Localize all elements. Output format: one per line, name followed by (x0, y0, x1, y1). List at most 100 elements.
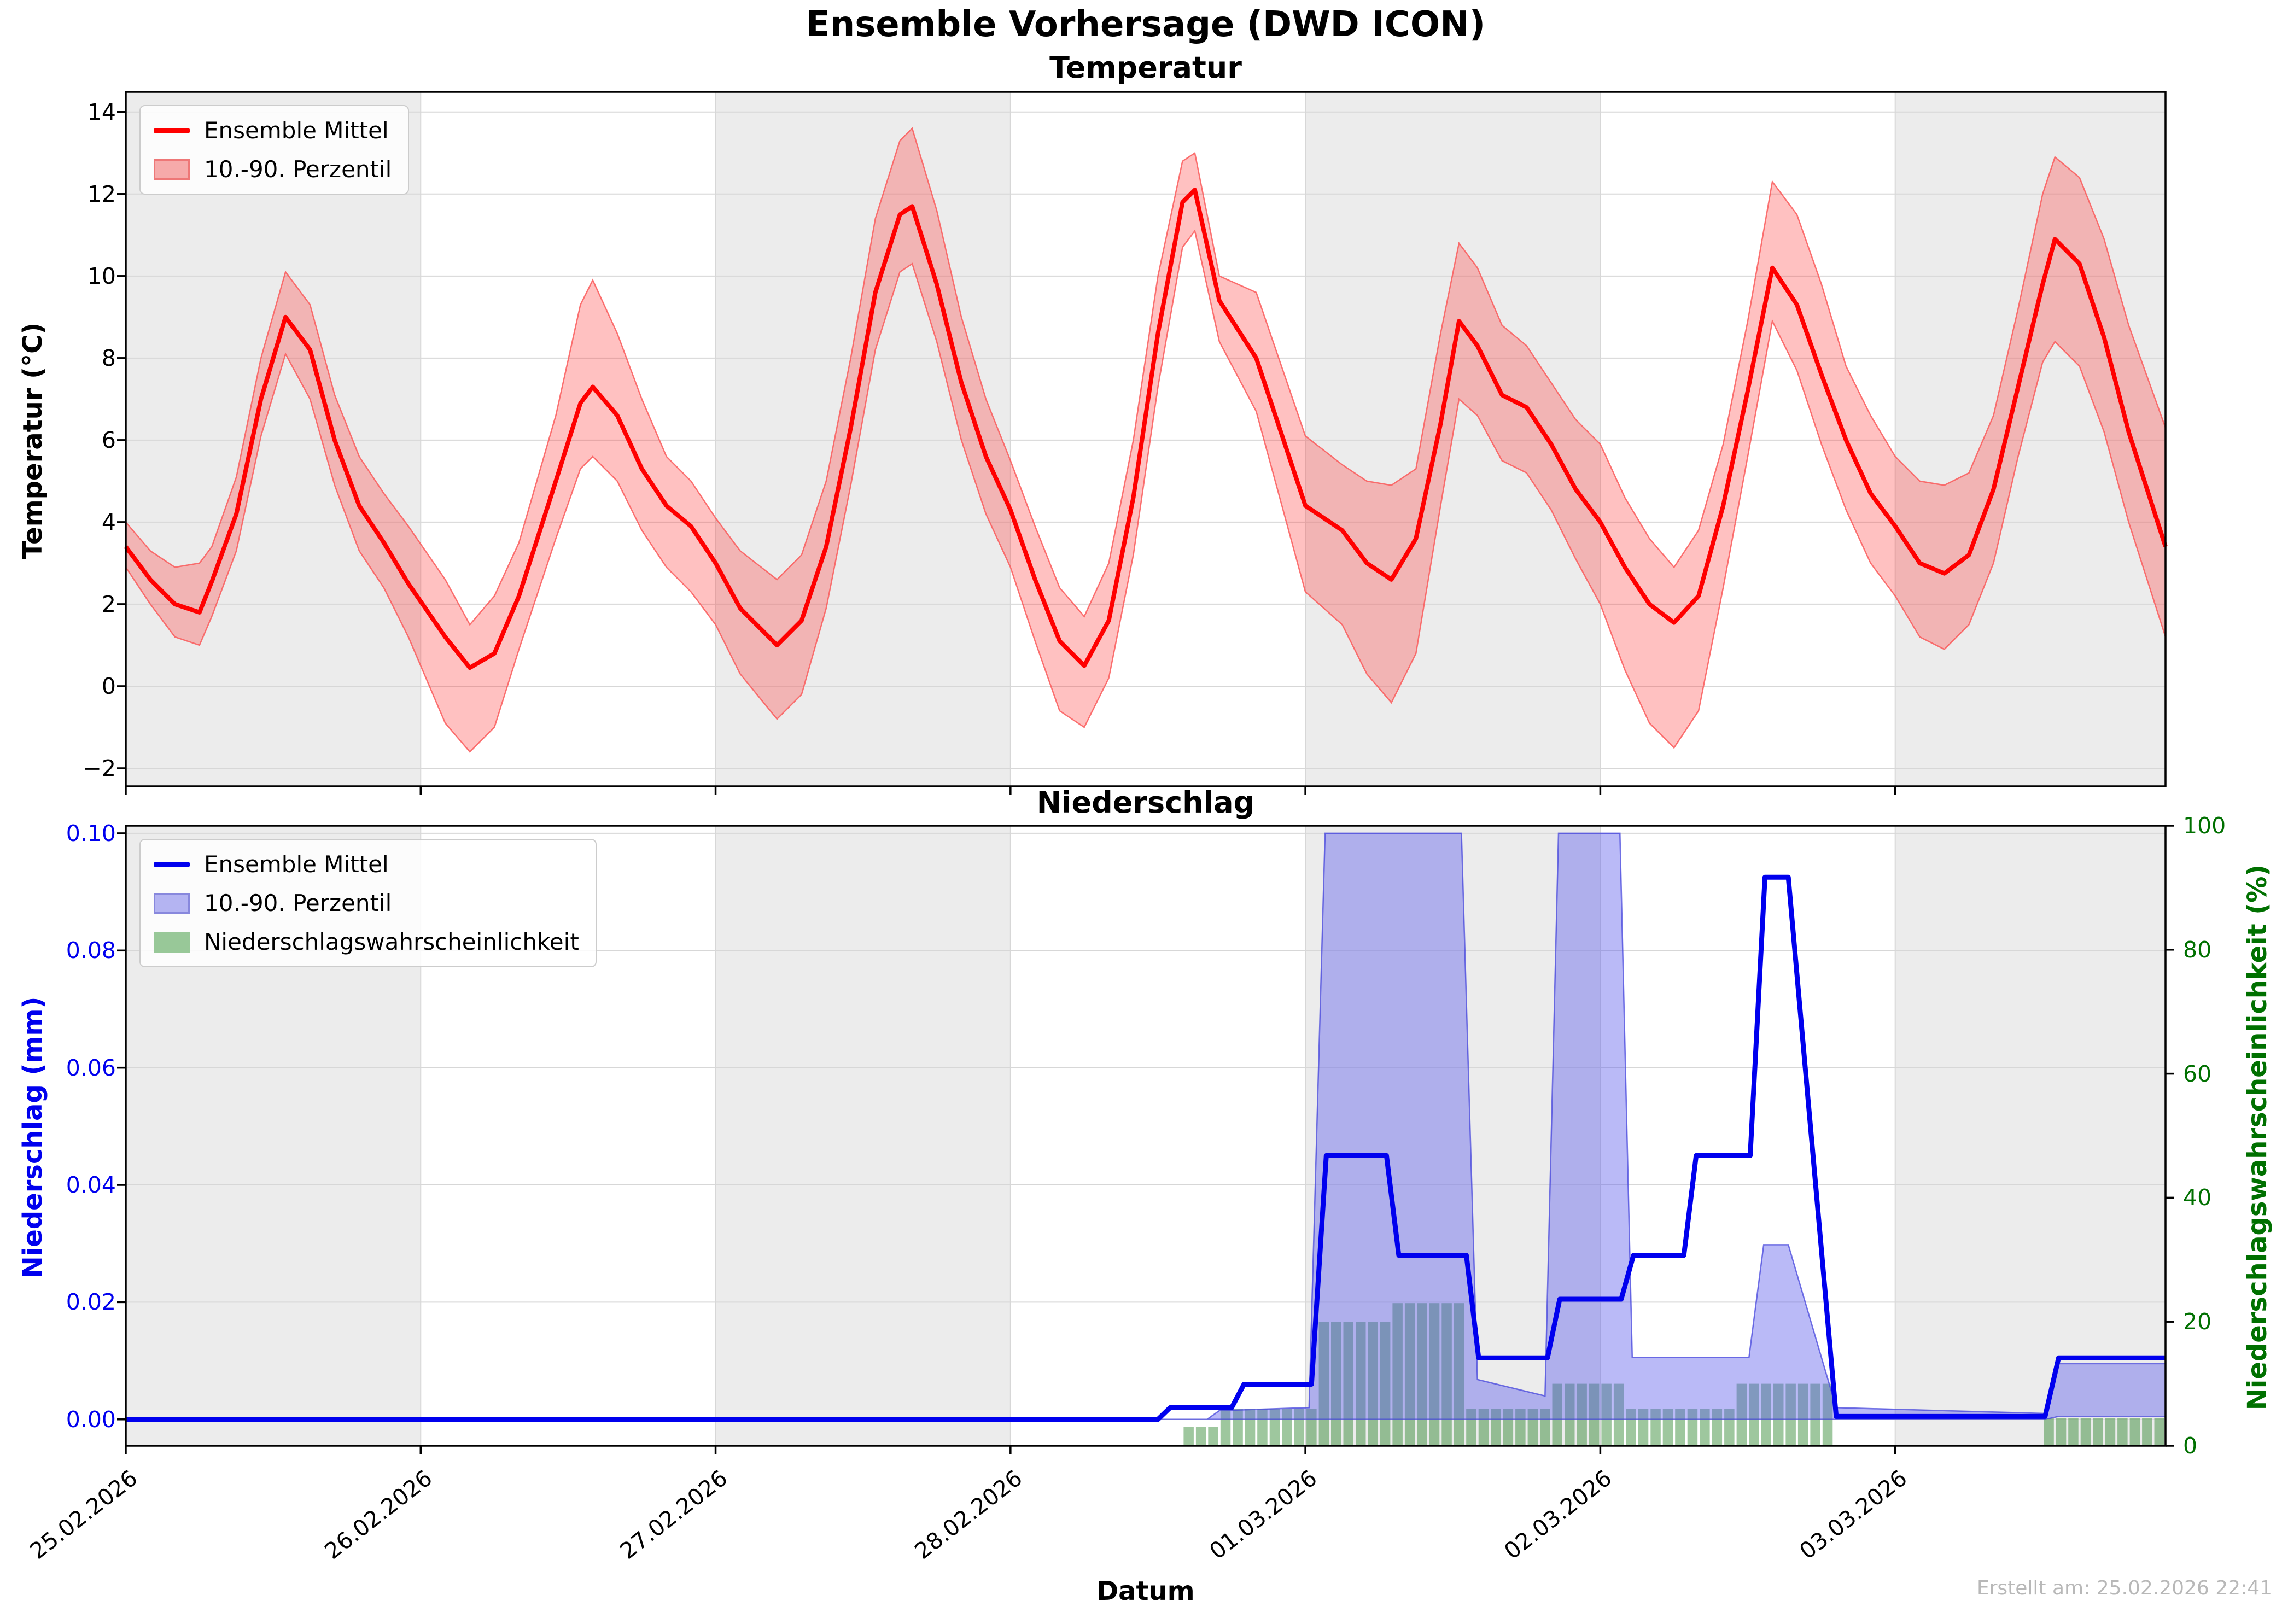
precip-probability-bar (2044, 1418, 2054, 1446)
temp-mean-line-swatch (154, 128, 190, 133)
precip-probability-bar (1195, 1427, 1206, 1446)
temp-y-tick-label: 14 (87, 98, 116, 125)
precip-probability-bar (1417, 1303, 1427, 1446)
precip-probability-bar (2056, 1418, 2067, 1446)
precip-probability-bar (1724, 1409, 1735, 1446)
precip-probability-bar (1208, 1427, 1218, 1446)
day-shading (1895, 826, 2166, 1446)
day-shading (126, 92, 421, 786)
probability-y-tick-label: 60 (2183, 1060, 2212, 1087)
precip-probability-bar (1638, 1409, 1649, 1446)
precip-probability-bar (1601, 1383, 1612, 1446)
precip-probability-bar (2129, 1418, 2140, 1446)
precip-probability-bar (1736, 1383, 1747, 1446)
precip-probability-bar (1392, 1303, 1403, 1446)
precip-probability-bar (2142, 1418, 2152, 1446)
probability-y-tick-label: 100 (2183, 813, 2226, 839)
precip-probability-bar (2105, 1418, 2116, 1446)
precip-probability-bar (1356, 1322, 1366, 1446)
precip-probability-bar (1282, 1409, 1292, 1446)
precip-probability-bar (1491, 1409, 1501, 1446)
temp-y-tick-label: 2 (101, 591, 116, 617)
precip-probability-bar (1626, 1409, 1636, 1446)
precip-probability-bar (2093, 1418, 2103, 1446)
precip-probability-bar (1589, 1383, 1600, 1446)
probability-y-tick-label: 40 (2183, 1184, 2212, 1211)
probability-y-axis-label: Niederschlagswahrscheinlichkeit (%) (2242, 864, 2273, 1411)
precip-probability-bar (1773, 1383, 1784, 1446)
precip-probability-bar (1552, 1383, 1562, 1446)
precip-probability-bar (1380, 1322, 1391, 1446)
precip-probability-bar (1515, 1409, 1526, 1446)
precip-probability-bar (1785, 1383, 1796, 1446)
probability-y-tick-label: 80 (2183, 936, 2212, 963)
precip-probability-bar (1245, 1409, 1256, 1446)
legend-item-precip-mean: Ensemble Mittel (154, 851, 579, 878)
precip-probability-bar (1466, 1409, 1476, 1446)
precip-probability-bar (2117, 1418, 2128, 1446)
legend-item-temp-mean: Ensemble Mittel (154, 117, 392, 144)
temp-y-tick-label: 0 (101, 673, 116, 699)
precip-probability-bar (1613, 1383, 1624, 1446)
legend-item-precip-prob: Niederschlagswahrscheinlichkeit (154, 928, 579, 955)
precip-probability-bar (2080, 1418, 2091, 1446)
precip-probability-bar (1797, 1383, 1808, 1446)
precip-probability-bar (1577, 1383, 1587, 1446)
precip-probability-bar (2154, 1418, 2164, 1446)
legend-item-precip-band: 10.-90. Perzentil (154, 890, 579, 916)
precip-probability-bar (1675, 1409, 1685, 1446)
precip-y-tick-label: 0.00 (66, 1406, 116, 1433)
day-shading (1305, 92, 1601, 786)
temp-y-tick-label: 10 (87, 262, 116, 289)
temperature-legend: Ensemble Mittel 10.-90. Perzentil (139, 105, 410, 195)
precip-probability-bar (1331, 1322, 1341, 1446)
plot-border (125, 825, 2167, 1447)
day-shading (1895, 92, 2166, 786)
day-shading (715, 826, 1011, 1446)
precip-probability-bar (1650, 1409, 1661, 1446)
temp-y-tick-label: 4 (101, 509, 116, 535)
precip-y-tick-label: 0.06 (66, 1054, 116, 1081)
precipitation-legend: Ensemble Mittel 10.-90. Perzentil Nieder… (139, 839, 597, 967)
legend-label: Niederschlagswahrscheinlichkeit (204, 928, 579, 955)
probability-y-tick-label: 0 (2183, 1433, 2198, 1459)
legend-label: Ensemble Mittel (204, 851, 389, 878)
temp-y-tick-label: 12 (87, 180, 116, 207)
page-title: Ensemble Vorhersage (DWD ICON) (806, 4, 1486, 45)
precip-probability-bar (1441, 1303, 1452, 1446)
precip-percentile-band-swatch (154, 892, 190, 914)
precip-probability-bar (1822, 1383, 1833, 1446)
precip-mean-line (126, 874, 2166, 1422)
precip-probability-bar (1749, 1383, 1759, 1446)
precip-probability-bar (2068, 1418, 2079, 1446)
precipitation-chart (117, 825, 2174, 1454)
precip-probability-bar (1429, 1303, 1440, 1446)
precip-probability-bar (1687, 1409, 1698, 1446)
legend-label: 10.-90. Perzentil (204, 156, 392, 183)
precip-probability-bar (1183, 1427, 1194, 1446)
precip-probability-bar (1294, 1409, 1305, 1446)
temperature-panel-title: Temperatur (1049, 50, 1242, 85)
x-axis-label: Datum (1096, 1576, 1195, 1607)
precip-probability-swatch (154, 931, 190, 953)
temp-y-tick-label: 8 (101, 344, 116, 371)
precip-probability-bar (1503, 1409, 1514, 1446)
precip-probability-bar (1257, 1409, 1268, 1446)
precip-probability-bar (1540, 1409, 1550, 1446)
precip-probability-bar (1527, 1409, 1538, 1446)
precip-y-tick-label: 0.02 (66, 1289, 116, 1316)
precip-y-tick-label: 0.10 (66, 820, 116, 846)
temp-y-tick-label: −2 (83, 755, 116, 781)
precip-probability-bar (1478, 1409, 1489, 1446)
plot-border (125, 91, 2167, 787)
precip-probability-bar (1269, 1409, 1280, 1446)
precip-probability-bar (1318, 1322, 1329, 1446)
precip-probability-bar (1306, 1409, 1317, 1446)
legend-item-temp-band: 10.-90. Perzentil (154, 156, 392, 183)
temperature-chart (117, 91, 2168, 795)
precip-probability-bar (1712, 1409, 1723, 1446)
precip-mean-line-swatch (154, 862, 190, 867)
precip-probability-bar (1343, 1322, 1353, 1446)
precip-y-tick-label: 0.04 (66, 1172, 116, 1199)
